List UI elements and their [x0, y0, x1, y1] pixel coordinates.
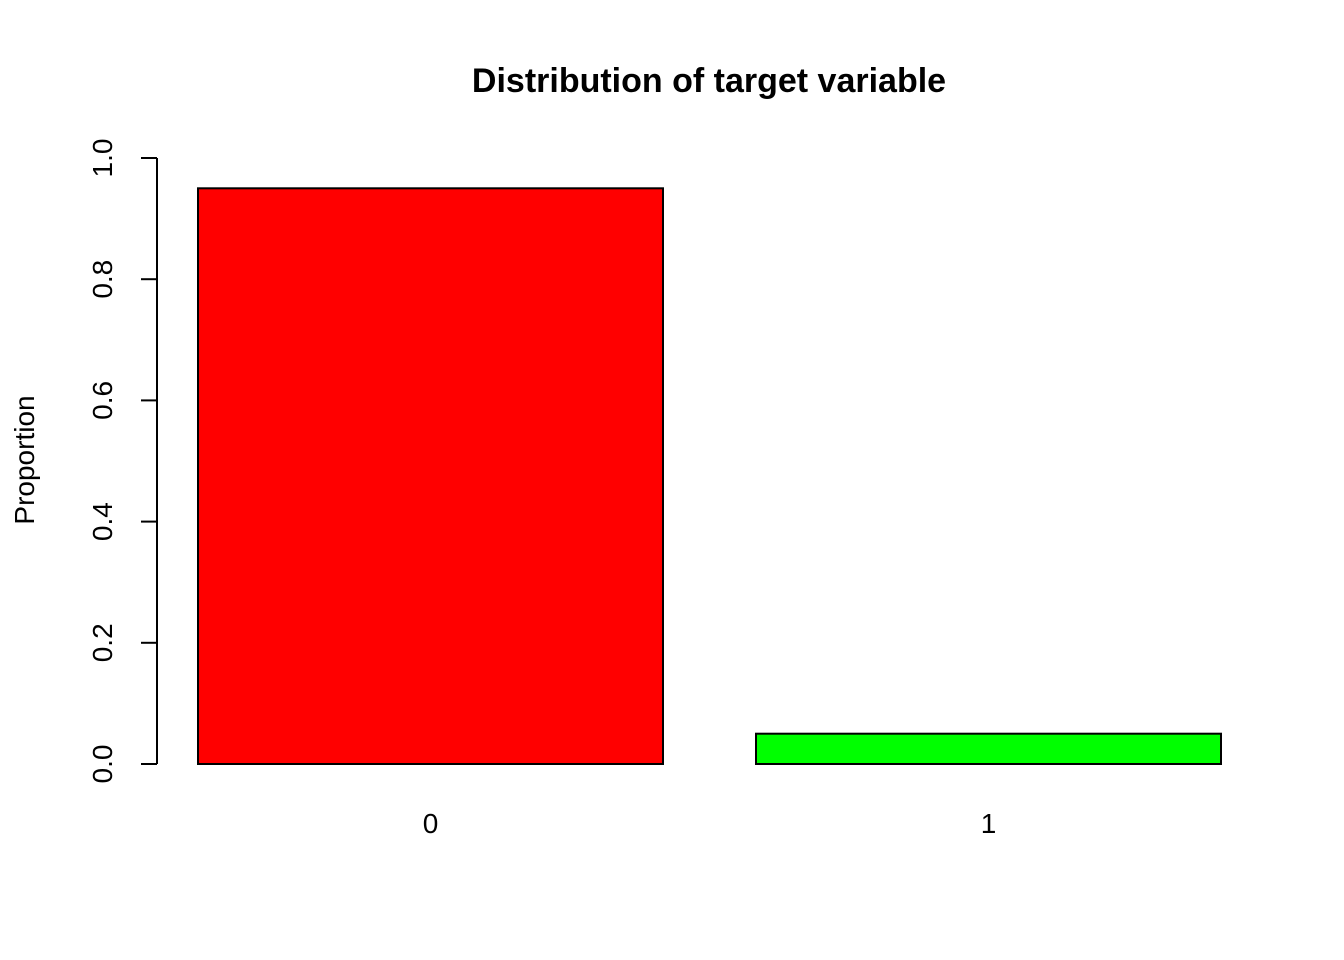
y-tick-label: 0.6	[87, 381, 118, 420]
y-tick-label: 0.4	[87, 502, 118, 541]
y-tick-label: 0.0	[87, 745, 118, 784]
y-tick-label: 0.2	[87, 623, 118, 662]
x-tick-label: 1	[981, 808, 997, 839]
bar-0	[197, 187, 664, 766]
y-tick-label: 0.8	[87, 260, 118, 299]
bar-1	[755, 732, 1222, 766]
y-axis-label: Proportion	[9, 395, 40, 524]
x-tick-label: 0	[423, 808, 439, 839]
chart-title: Distribution of target variable	[472, 62, 946, 100]
bars-group	[197, 187, 1222, 766]
y-axis: 0.0 0.2 0.4 0.6 0.8 1.0	[87, 139, 158, 784]
y-tick-label: 1.0	[87, 139, 118, 178]
